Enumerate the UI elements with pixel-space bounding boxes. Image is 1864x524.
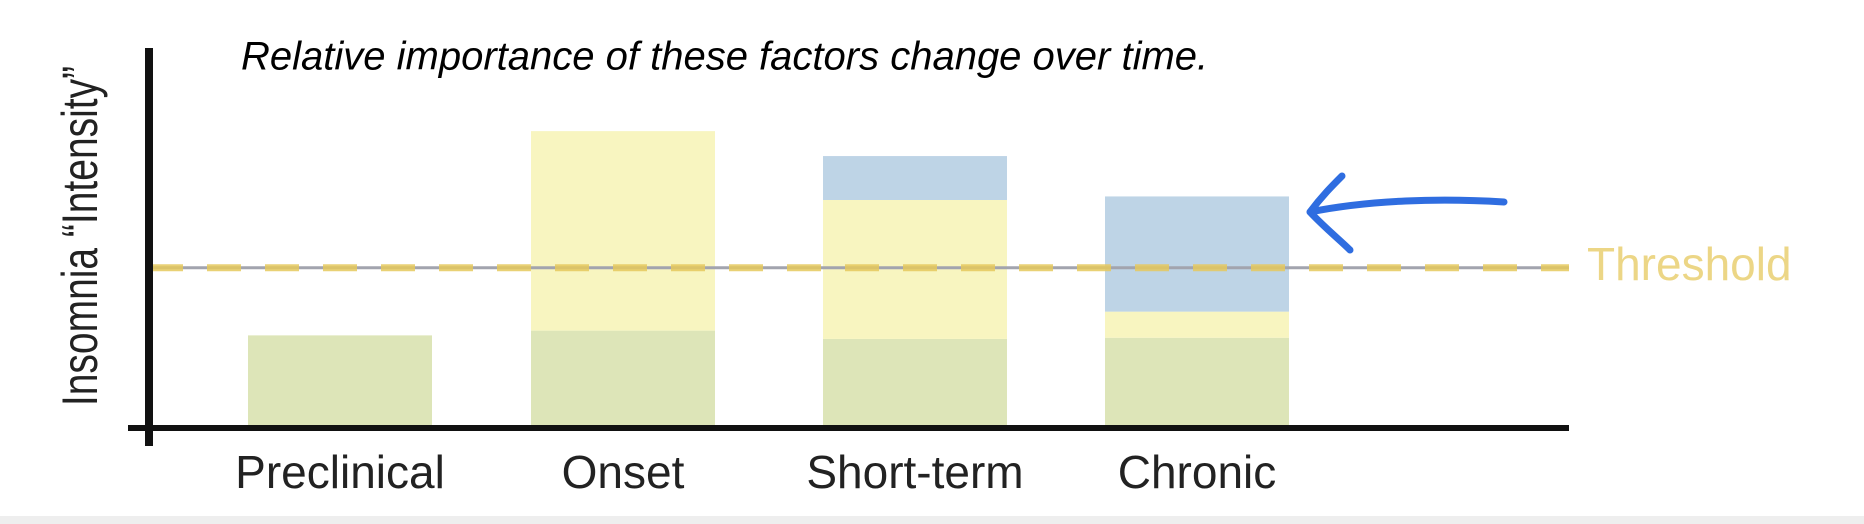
y-axis-label: Insomnia “Intensity” [51,66,108,406]
x-tick-label: Onset [562,446,685,498]
x-tick-label: Chronic [1118,446,1277,498]
x-tick-label: Preclinical [235,446,445,498]
bar-segment [531,131,715,331]
bar-segment [531,330,715,428]
bar-segment [823,156,1007,200]
chart-title: Relative importance of these factors cha… [241,35,1208,79]
bar-segment [823,338,1007,428]
bar-segment [248,335,432,428]
bar-segment [1105,311,1289,338]
bar-segment [1105,337,1289,428]
bar-segment [1105,196,1289,312]
threshold-label: Threshold [1587,238,1792,290]
annotation-arrow [1306,172,1508,254]
x-tick-label: Short-term [806,446,1023,498]
bottom-strip [0,516,1864,524]
